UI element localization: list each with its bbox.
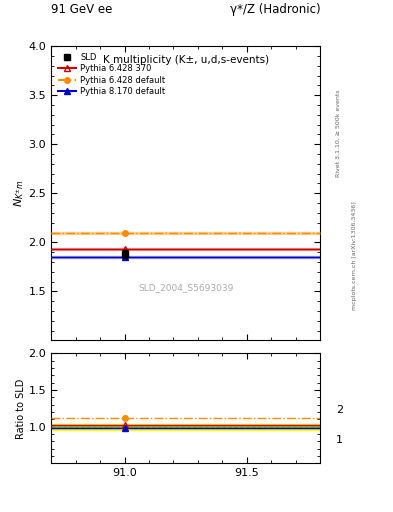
Text: SLD_2004_S5693039: SLD_2004_S5693039 — [138, 283, 233, 292]
Text: Rivet 3.1.10, ≥ 500k events: Rivet 3.1.10, ≥ 500k events — [336, 89, 341, 177]
Text: K multiplicity (K±, u,d,s-events): K multiplicity (K±, u,d,s-events) — [103, 55, 269, 65]
Y-axis label: Ratio to SLD: Ratio to SLD — [16, 378, 26, 438]
Text: mcplots.cern.ch [arXiv:1306.3436]: mcplots.cern.ch [arXiv:1306.3436] — [352, 202, 357, 310]
Y-axis label: $N_{K^{\pm}m}$: $N_{K^{\pm}m}$ — [12, 179, 26, 207]
Text: γ*/Z (Hadronic): γ*/Z (Hadronic) — [230, 4, 320, 16]
Legend: SLD, Pythia 6.428 370, Pythia 6.428 default, Pythia 8.170 default: SLD, Pythia 6.428 370, Pythia 6.428 defa… — [55, 50, 168, 99]
Text: 2: 2 — [336, 404, 343, 415]
Text: 1: 1 — [336, 435, 343, 445]
Text: 91 GeV ee: 91 GeV ee — [51, 4, 112, 16]
